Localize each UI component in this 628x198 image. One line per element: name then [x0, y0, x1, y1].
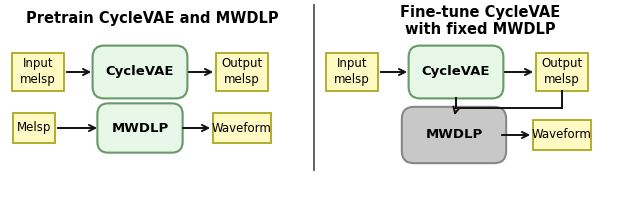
- Text: CycleVAE: CycleVAE: [106, 66, 174, 78]
- FancyBboxPatch shape: [533, 120, 591, 150]
- Text: Output
melsp: Output melsp: [222, 57, 263, 87]
- FancyBboxPatch shape: [326, 53, 378, 91]
- Text: Input
melsp: Input melsp: [20, 57, 56, 87]
- FancyBboxPatch shape: [536, 53, 588, 91]
- Text: Waveform: Waveform: [212, 122, 272, 134]
- FancyBboxPatch shape: [216, 53, 268, 91]
- Text: Waveform: Waveform: [532, 129, 592, 142]
- FancyBboxPatch shape: [12, 53, 64, 91]
- Text: Pretrain CycleVAE and MWDLP: Pretrain CycleVAE and MWDLP: [26, 11, 278, 26]
- Text: Input
melsp: Input melsp: [334, 57, 370, 87]
- Text: MWDLP: MWDLP: [425, 129, 483, 142]
- FancyBboxPatch shape: [92, 46, 187, 98]
- FancyBboxPatch shape: [13, 113, 55, 143]
- FancyBboxPatch shape: [97, 103, 183, 153]
- Text: Melsp: Melsp: [17, 122, 51, 134]
- Text: Fine-tune CycleVAE
with fixed MWDLP: Fine-tune CycleVAE with fixed MWDLP: [400, 5, 560, 37]
- Text: MWDLP: MWDLP: [111, 122, 169, 134]
- FancyBboxPatch shape: [402, 107, 506, 163]
- Text: CycleVAE: CycleVAE: [422, 66, 490, 78]
- Text: Output
melsp: Output melsp: [541, 57, 583, 87]
- FancyBboxPatch shape: [409, 46, 504, 98]
- FancyBboxPatch shape: [213, 113, 271, 143]
